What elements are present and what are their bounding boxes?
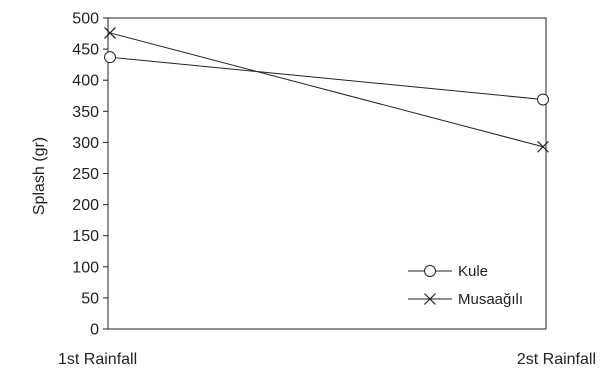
y-tick-label: 200	[72, 197, 99, 214]
y-tick-label: 100	[72, 259, 99, 276]
y-tick-label: 250	[72, 166, 99, 183]
y-tick-label: 50	[81, 290, 99, 307]
x-tick-label: 2st Rainfall	[517, 351, 596, 368]
y-tick-label: 500	[72, 11, 99, 28]
legend-label-kule: Kule	[458, 263, 488, 280]
y-tick-label: 0	[90, 322, 99, 339]
series-kule	[104, 51, 549, 106]
y-tick-label: 400	[72, 73, 99, 90]
legend-item-musaagili: Musaağılı	[408, 291, 523, 308]
data-point-circle	[537, 93, 549, 106]
legend-item-kule: Kule	[408, 263, 488, 280]
data-point-x	[104, 27, 116, 39]
y-tick-label: 300	[72, 135, 99, 152]
series-line-musaagili	[109, 32, 544, 148]
y-axis-ticks: 0 50 100 150 200 250 300 350 400 450 500	[72, 11, 108, 339]
y-axis-title: Splash (gr)	[31, 137, 48, 215]
plot-area-frame	[107, 17, 547, 330]
series-line-kule	[109, 56, 544, 100]
y-tick-label: 450	[72, 42, 99, 59]
data-point-circle	[104, 51, 116, 64]
legend: Kule Musaağılı	[408, 263, 523, 308]
legend-marker-x	[424, 293, 436, 305]
x-axis-ticks: 1st Rainfall 2st Rainfall	[58, 351, 596, 368]
series-layer	[104, 27, 549, 153]
y-tick-label: 150	[72, 228, 99, 245]
y-tick-label: 350	[72, 104, 99, 121]
data-point-x	[537, 140, 549, 153]
legend-marker-circle	[424, 265, 436, 277]
x-tick-label: 1st Rainfall	[58, 351, 137, 368]
legend-label-musaagili: Musaağılı	[458, 291, 523, 308]
series-musaagili	[104, 27, 549, 153]
